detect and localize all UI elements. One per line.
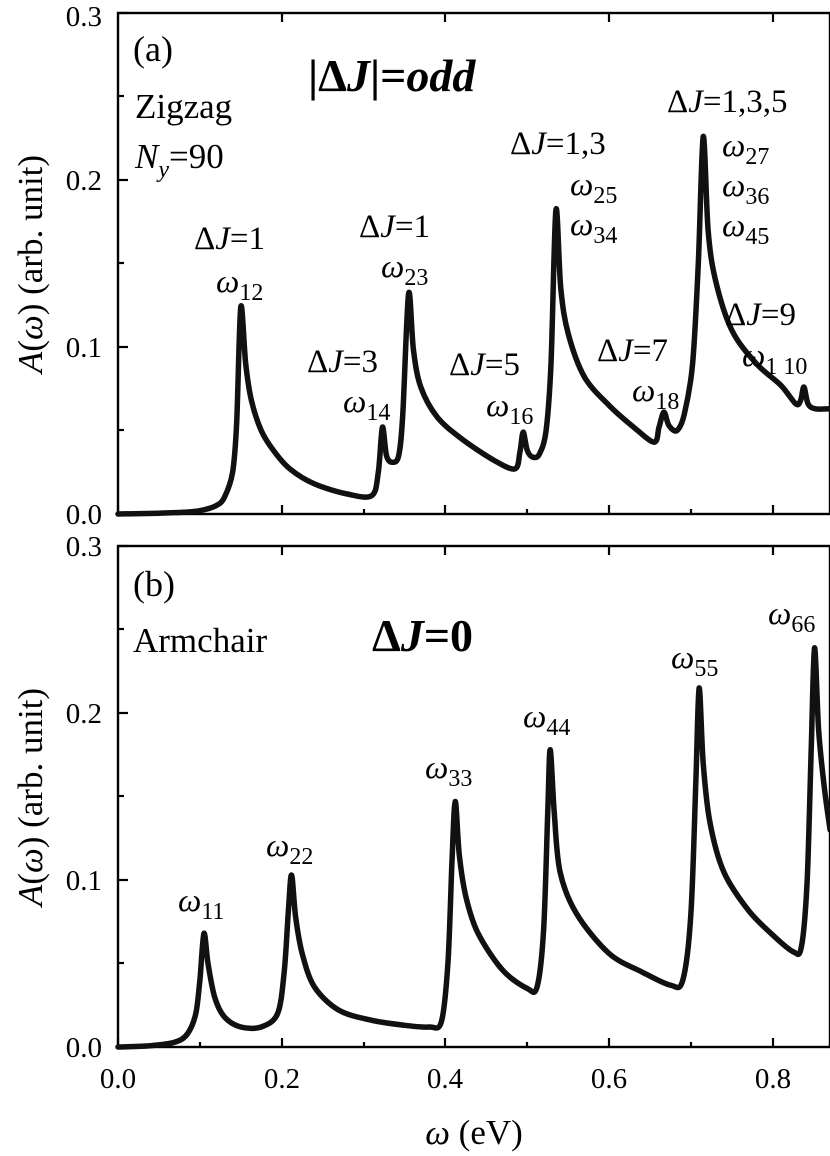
x-axis-label: ω (eV) — [425, 1113, 523, 1152]
delta-j-label: ΔJ=1 — [194, 221, 265, 257]
omega-label-w22: ω22 — [266, 828, 313, 870]
panel-b-spectrum-line — [115, 645, 830, 1050]
panel-a-y-tick-labels: 0.0 0.1 0.2 0.3 — [66, 1, 102, 531]
y-tick-label: 0.3 — [66, 531, 102, 563]
x-tick-label: 0.8 — [755, 1063, 791, 1095]
panel-b-x-tick-labels: 0.0 0.2 0.4 0.6 0.8 — [100, 1063, 791, 1095]
panel-a-ny-label: Ny=90 — [134, 137, 224, 183]
delta-j-label: ΔJ=1,3,5 — [667, 84, 788, 120]
delta-j-label: ΔJ=5 — [449, 347, 520, 383]
panel-a-x-ticks — [116, 13, 775, 514]
delta-j-label: ΔJ=1,3 — [510, 126, 606, 162]
delta-j-label: ΔJ=3 — [307, 344, 378, 380]
x-tick-label: 0.4 — [427, 1063, 464, 1095]
omega-label: ω14 — [343, 384, 390, 426]
annotation-w23: ΔJ=1 ω23 — [359, 209, 430, 291]
x-tick-label: 0.2 — [264, 1063, 300, 1095]
annotation-w12: ΔJ=1 ω12 — [194, 221, 265, 306]
annotation-w25-w34: ΔJ=1,3 ω25 ω34 — [510, 126, 617, 249]
omega-label: ω16 — [486, 388, 533, 430]
x-tick-label: 0.0 — [100, 1063, 136, 1095]
annotation-w14: ΔJ=3 ω14 — [307, 344, 390, 426]
y-tick-label: 0.2 — [66, 165, 102, 197]
y-tick-label: 0.1 — [66, 332, 102, 364]
y-tick-label: 0.0 — [66, 499, 102, 531]
panel-b-y-tick-labels: 0.0 0.1 0.2 0.3 — [66, 531, 102, 1064]
annotation-w27-w36-w45: ΔJ=1,3,5 ω27 ω36 ω45 — [667, 84, 788, 250]
omega-label-w66: ω66 — [768, 596, 815, 638]
panel-b-selection-rule: ΔJ=0 — [372, 610, 473, 661]
omega-label: ω25 — [570, 167, 617, 209]
annotation-w110: ΔJ=9 ω1 10 — [725, 297, 807, 380]
y-tick-label: 0.2 — [66, 698, 102, 730]
delta-j-label: ΔJ=9 — [725, 297, 796, 333]
omega-label: ω1 10 — [742, 338, 807, 380]
delta-j-label: ΔJ=7 — [597, 333, 668, 369]
y-tick-label: 0.0 — [66, 1032, 102, 1064]
panel-a-spectrum-line — [115, 133, 830, 517]
panel-b-y-ticks — [118, 544, 128, 1049]
omega-label-w33: ω33 — [425, 750, 472, 792]
panel-a-letter: (a) — [133, 29, 173, 69]
panel-b-y-axis-label: A(ω) (arb. unit) — [11, 688, 50, 908]
delta-j-label: ΔJ=1 — [359, 209, 430, 245]
panel-a-y-ticks — [118, 11, 128, 516]
omega-label: ω27 — [722, 128, 769, 170]
omega-label: ω34 — [570, 207, 617, 249]
panel-b-edge-type: Armchair — [133, 621, 267, 660]
omega-label: ω12 — [216, 264, 263, 306]
omega-label-w44: ω44 — [523, 699, 570, 741]
annotation-w18: ΔJ=7 ω18 — [597, 333, 679, 415]
panel-b: 0.0 0.1 0.2 0.3 0.0 0.2 0.4 0.6 0.8 A(ω)… — [11, 531, 830, 1152]
omega-label-w11: ω11 — [178, 883, 224, 925]
panel-a-edge-type: Zigzag — [135, 87, 232, 126]
annotation-w16: ΔJ=5 ω16 — [449, 347, 533, 430]
omega-label: ω36 — [722, 168, 769, 210]
panel-b-letter: (b) — [133, 564, 175, 604]
y-tick-label: 0.3 — [66, 1, 102, 33]
panel-a-y-axis-label: A(ω) (arb. unit) — [11, 155, 50, 375]
omega-label: ω18 — [632, 373, 679, 415]
x-tick-label: 0.6 — [591, 1063, 627, 1095]
panel-a-selection-rule: |ΔJ|=odd — [308, 50, 476, 101]
y-tick-label: 0.1 — [66, 865, 102, 897]
omega-label: ω23 — [381, 249, 428, 291]
omega-label: ω45 — [722, 208, 769, 250]
panel-a: 0.0 0.1 0.2 0.3 A(ω) (arb. unit) (a) Zig… — [11, 1, 830, 531]
omega-label-w55: ω55 — [671, 640, 718, 682]
